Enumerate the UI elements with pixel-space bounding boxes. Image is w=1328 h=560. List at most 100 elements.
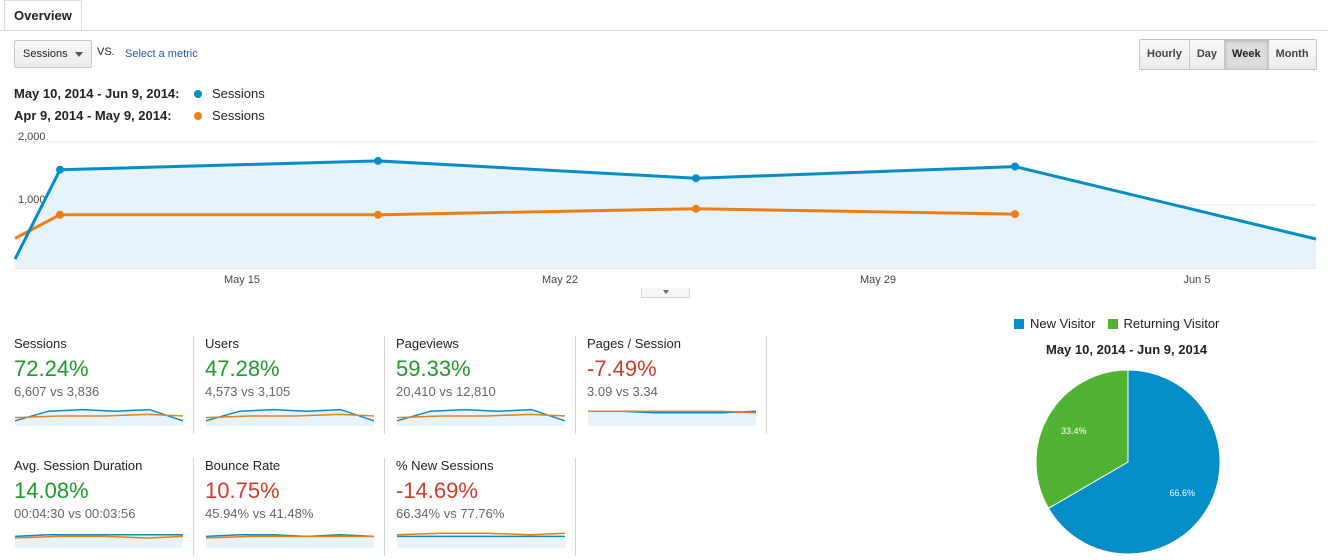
granularity-toggle: Hourly Day Week Month [1139, 39, 1317, 70]
tab-bar: Overview [0, 0, 1328, 31]
sparkline [588, 410, 757, 426]
y-tick-label: 1,000 [18, 194, 46, 206]
pie-legend: New Visitor Returning Visitor [1014, 316, 1219, 331]
series-current-line [13, 159, 1317, 260]
sparkline-previous [396, 532, 566, 536]
metric-compare: 45.94% vs 41.48% [205, 506, 314, 521]
sparkline-previous [588, 410, 757, 414]
sparkline [205, 534, 375, 548]
pie-legend-new[interactable]: New Visitor [1030, 316, 1096, 331]
hourly-button[interactable]: Hourly [1140, 40, 1190, 69]
data-point-current[interactable] [692, 174, 700, 183]
metric-tile-new-sessions[interactable]: % New Sessions -14.69% 66.34% vs 77.76% [396, 458, 576, 556]
data-point-current[interactable] [56, 165, 64, 174]
metric-change: -7.49% [587, 356, 657, 381]
day-button[interactable]: Day [1189, 40, 1226, 69]
data-point-current[interactable] [374, 156, 382, 165]
metric-title: Sessions [14, 336, 67, 351]
sparkline-area [397, 536, 565, 548]
pie-slice-label: 66.6% [1169, 488, 1195, 498]
legend-dot-orange [194, 111, 202, 120]
x-tick-label: May 29 [860, 274, 896, 286]
legend-current-range: May 10, 2014 - Jun 9, 2014: [14, 86, 180, 101]
sparkline-area [206, 409, 374, 426]
x-tick-label: May 22 [542, 274, 578, 286]
chevron-down-icon [75, 52, 83, 57]
sparkline-area [15, 409, 183, 426]
metric-select-label: Sessions [23, 48, 68, 60]
sparkline-current [205, 534, 375, 538]
metric-compare: 6,607 vs 3,836 [14, 384, 100, 399]
sparkline [14, 408, 184, 426]
metric-select[interactable]: Sessions [14, 40, 92, 68]
legend-previous-range: Apr 9, 2014 - May 9, 2014: [14, 108, 172, 123]
data-point-previous[interactable] [374, 210, 382, 219]
sparkline [205, 408, 375, 426]
series-current-area [15, 160, 1316, 268]
sparkline-current [205, 408, 375, 422]
metric-title: Avg. Session Duration [14, 458, 143, 473]
metric-change: -14.69% [396, 478, 478, 503]
month-button[interactable]: Month [1268, 40, 1316, 69]
tab-overview[interactable]: Overview [4, 0, 82, 30]
sparkline-current [14, 408, 184, 422]
metric-tile-sessions[interactable]: Sessions 72.24% 6,607 vs 3,836 [14, 336, 194, 434]
metric-tile-pageviews[interactable]: Pageviews 59.33% 20,410 vs 12,810 [396, 336, 576, 434]
sparkline [396, 408, 566, 426]
sparkline-area [397, 409, 565, 426]
metric-tile-avg-session-duration[interactable]: Avg. Session Duration 14.08% 00:04:30 vs… [14, 458, 194, 556]
sparkline-previous [14, 413, 184, 419]
data-point-current[interactable] [1011, 162, 1019, 171]
week-button[interactable]: Week [1225, 40, 1269, 69]
sessions-chart: 2,000 1,000 May 15 May 22 May 29 Jun 5 [13, 131, 1317, 286]
metric-compare: 66.34% vs 77.76% [396, 506, 505, 521]
x-tick-label: Jun 5 [1184, 274, 1211, 286]
sparkline-previous [205, 413, 375, 419]
metric-change: 10.75% [205, 478, 280, 503]
visitor-pie-chart: 66.6% 33.4% [1035, 369, 1221, 555]
pie-slice-label: 33.4% [1061, 426, 1087, 436]
y-tick-label: 2,000 [18, 131, 46, 143]
sparkline [14, 534, 184, 548]
pie-slice-new-visitor[interactable] [1047, 369, 1221, 555]
legend-current: May 10, 2014 - Jun 9, 2014: Sessions [14, 86, 265, 101]
metric-compare: 00:04:30 vs 00:03:56 [14, 506, 136, 521]
metric-title: % New Sessions [396, 458, 494, 473]
pie-legend-returning[interactable]: Returning Visitor [1123, 316, 1220, 331]
sparkline-area [588, 411, 756, 426]
metric-change: 72.24% [14, 356, 89, 381]
legend-swatch-returning [1107, 318, 1118, 329]
metric-compare: 4,573 vs 3,105 [205, 384, 291, 399]
legend-previous-metric: Sessions [212, 108, 265, 123]
legend-current-metric: Sessions [212, 86, 265, 101]
data-point-previous[interactable] [692, 204, 700, 213]
metric-title: Pageviews [396, 336, 459, 351]
metric-title: Users [205, 336, 239, 351]
data-point-previous[interactable] [56, 210, 64, 219]
collapse-chart-toggle[interactable] [641, 288, 690, 298]
pie-title: May 10, 2014 - Jun 9, 2014 [1046, 342, 1208, 357]
x-tick-label: May 15 [224, 274, 260, 286]
metric-title: Bounce Rate [205, 458, 281, 473]
data-point-previous[interactable] [1011, 210, 1019, 219]
sparkline [396, 532, 566, 548]
metric-change: 59.33% [396, 356, 471, 381]
metric-change: 14.08% [14, 478, 89, 503]
select-metric-link[interactable]: Select a metric [125, 48, 198, 60]
legend-dot-blue [194, 89, 202, 98]
metric-compare: 20,410 vs 12,810 [396, 384, 496, 399]
metric-tile-users[interactable]: Users 47.28% 4,573 vs 3,105 [205, 336, 385, 434]
sparkline-previous [14, 535, 184, 539]
legend-swatch-new [1014, 318, 1024, 329]
metric-change: 47.28% [205, 356, 280, 381]
pie-slice-returning-visitor[interactable] [1035, 369, 1129, 510]
vs-label: VS. [97, 46, 115, 58]
sparkline-previous [205, 535, 374, 539]
sparkline-current [396, 408, 566, 422]
sparkline-current [14, 534, 183, 538]
metric-compare: 3.09 vs 3.34 [587, 384, 658, 399]
sparkline-previous [396, 413, 566, 419]
metric-tile-bounce-rate[interactable]: Bounce Rate 10.75% 45.94% vs 41.48% [205, 458, 385, 556]
metric-tile-pages-per-session[interactable]: Pages / Session -7.49% 3.09 vs 3.34 [587, 336, 767, 434]
metric-title: Pages / Session [587, 336, 681, 351]
